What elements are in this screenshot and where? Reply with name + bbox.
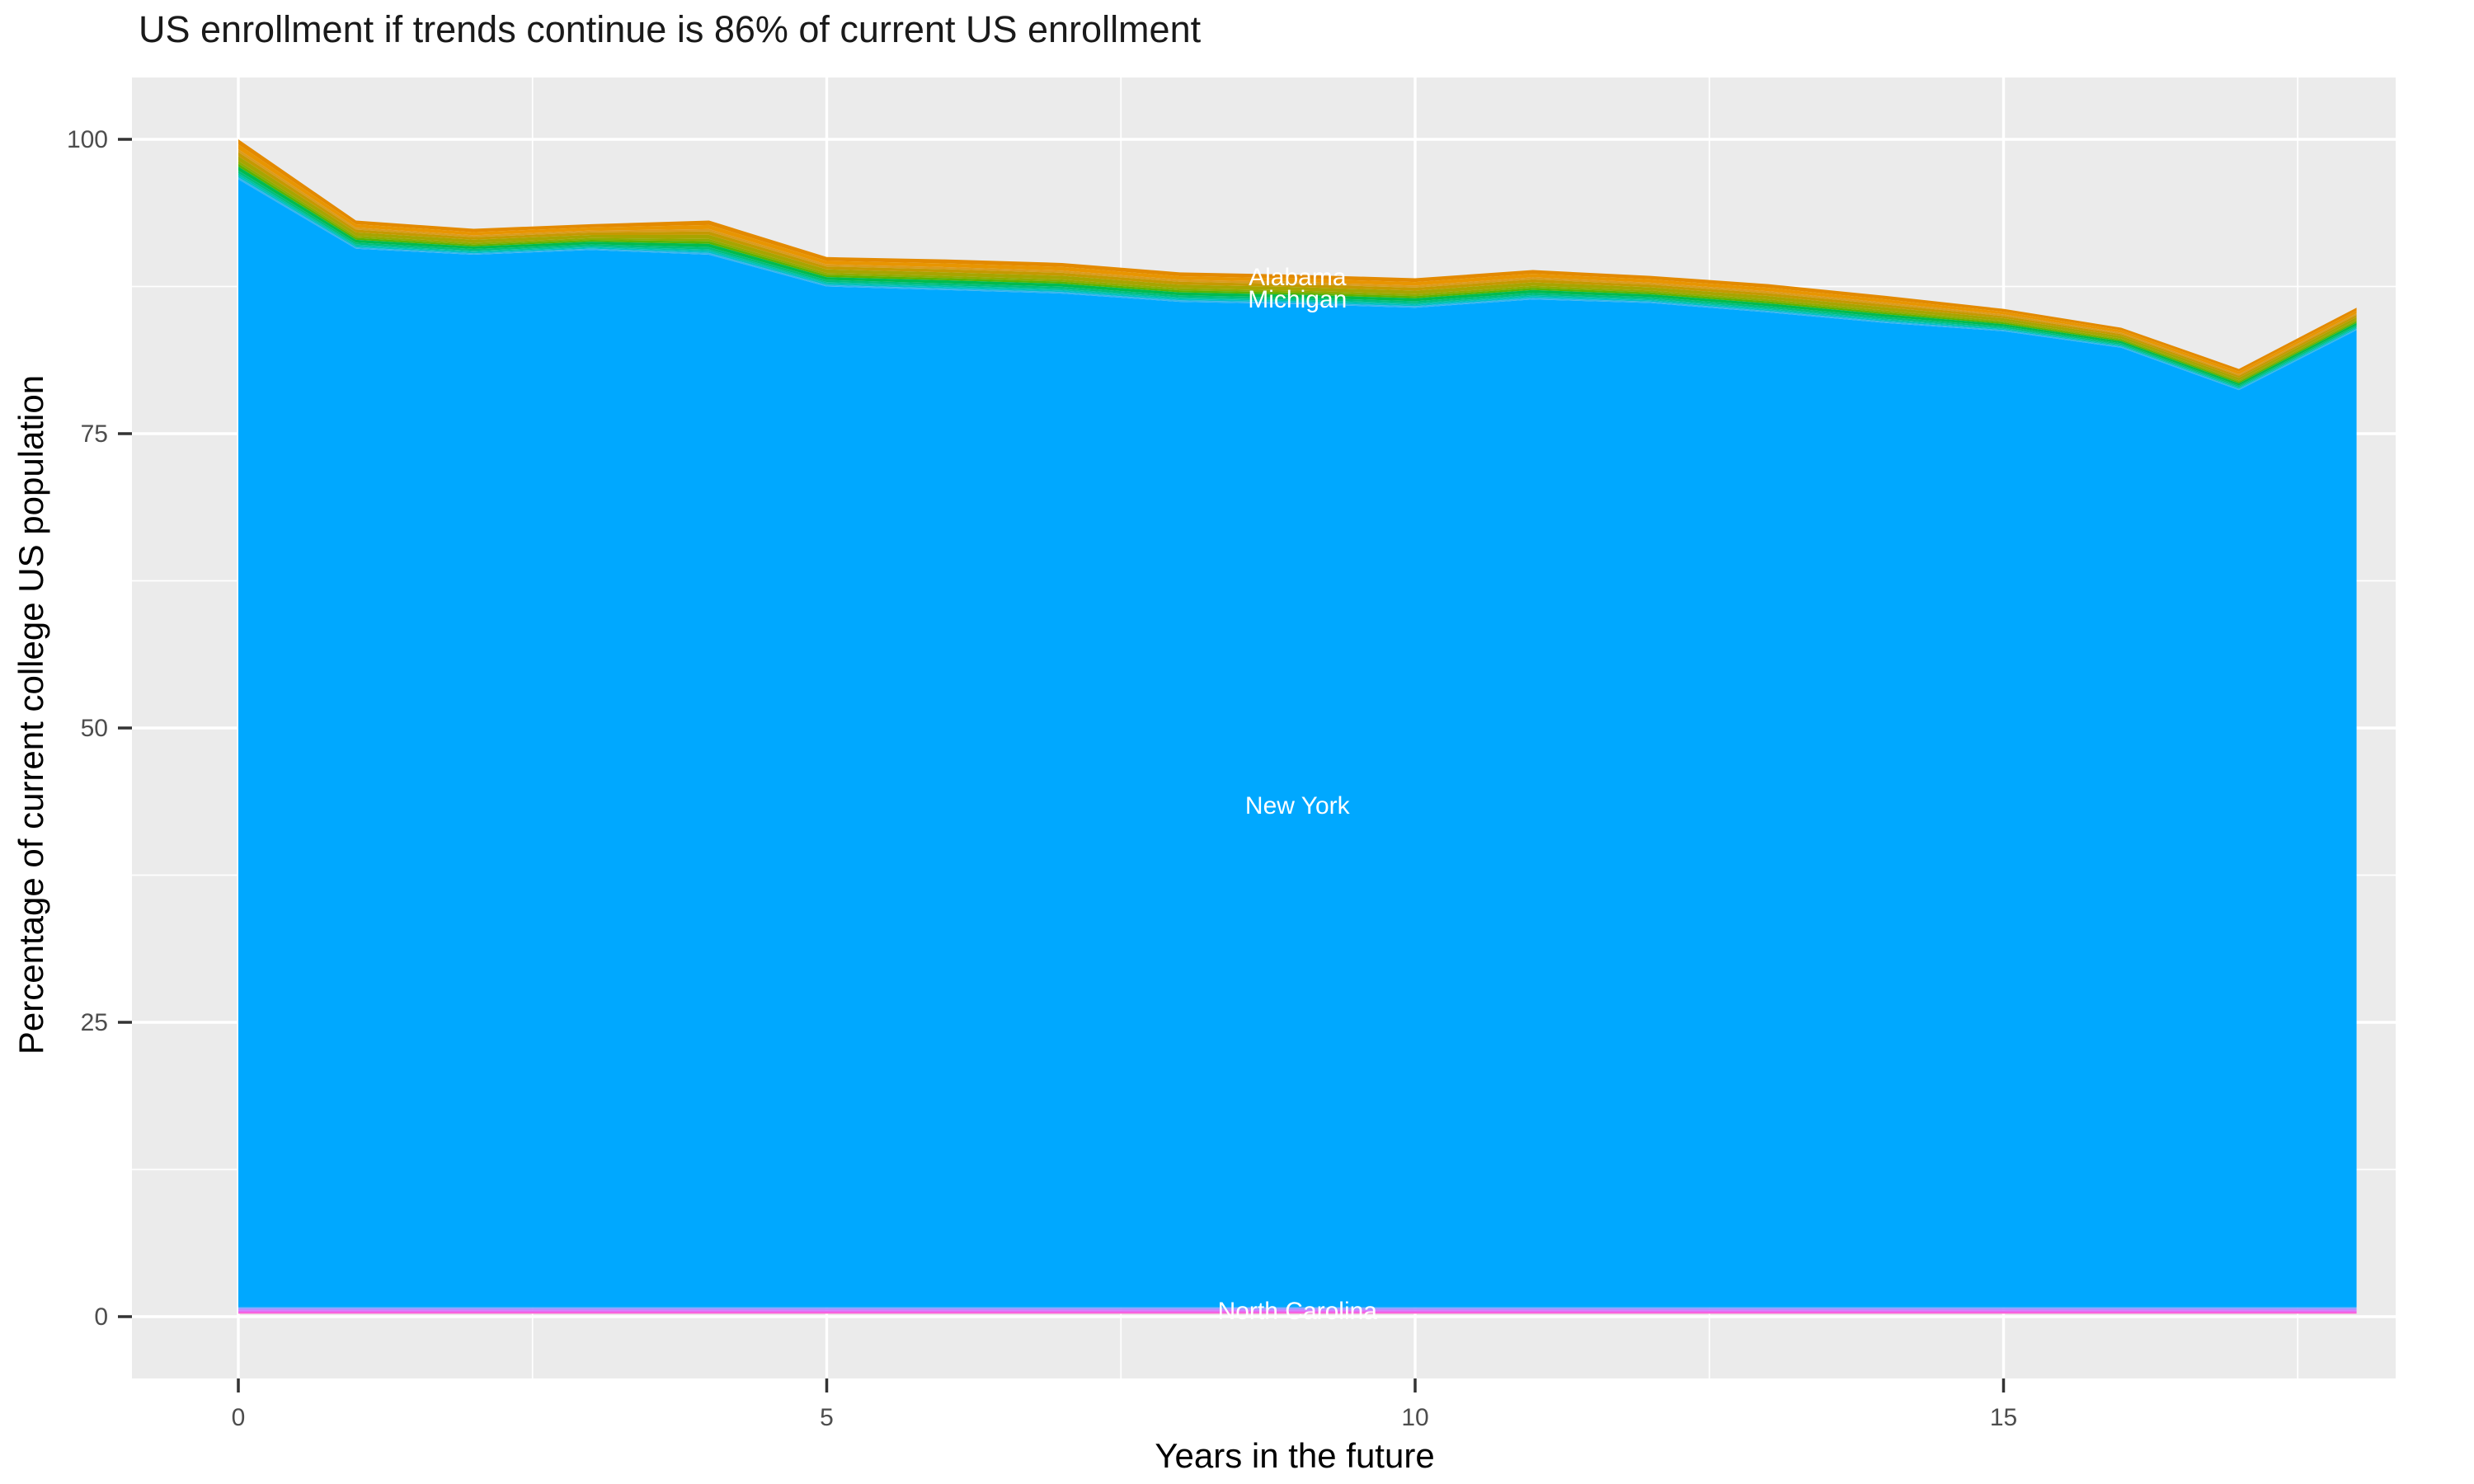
y-tick-label: 25: [81, 1009, 108, 1036]
band-periwinkle: [238, 1307, 2357, 1309]
y-tick-label: 100: [67, 126, 108, 153]
band-new-york: [238, 179, 2357, 1308]
area-label-michigan: Michigan: [1248, 286, 1347, 313]
y-tick-label: 75: [81, 420, 108, 448]
x-tick-label: 5: [820, 1404, 834, 1431]
y-tick-label: 0: [94, 1303, 108, 1331]
band-orchid: [238, 1310, 2357, 1313]
chart-title: US enrollment if trends continue is 86% …: [139, 8, 1202, 50]
x-tick-label: 10: [1401, 1404, 1428, 1431]
x-tick-label: 0: [232, 1404, 246, 1431]
x-axis-title: Years in the future: [1155, 1436, 1435, 1475]
band-magenta: [238, 1312, 2357, 1314]
y-tick-label: 50: [81, 715, 108, 742]
area-label-new-york: New York: [1245, 792, 1351, 819]
x-tick-label: 15: [1990, 1404, 2017, 1431]
band-violet: [238, 1308, 2357, 1311]
area-label-alabama: Alabama: [1249, 264, 1347, 291]
area-label-north-carolina: North Carolina: [1218, 1298, 1378, 1325]
